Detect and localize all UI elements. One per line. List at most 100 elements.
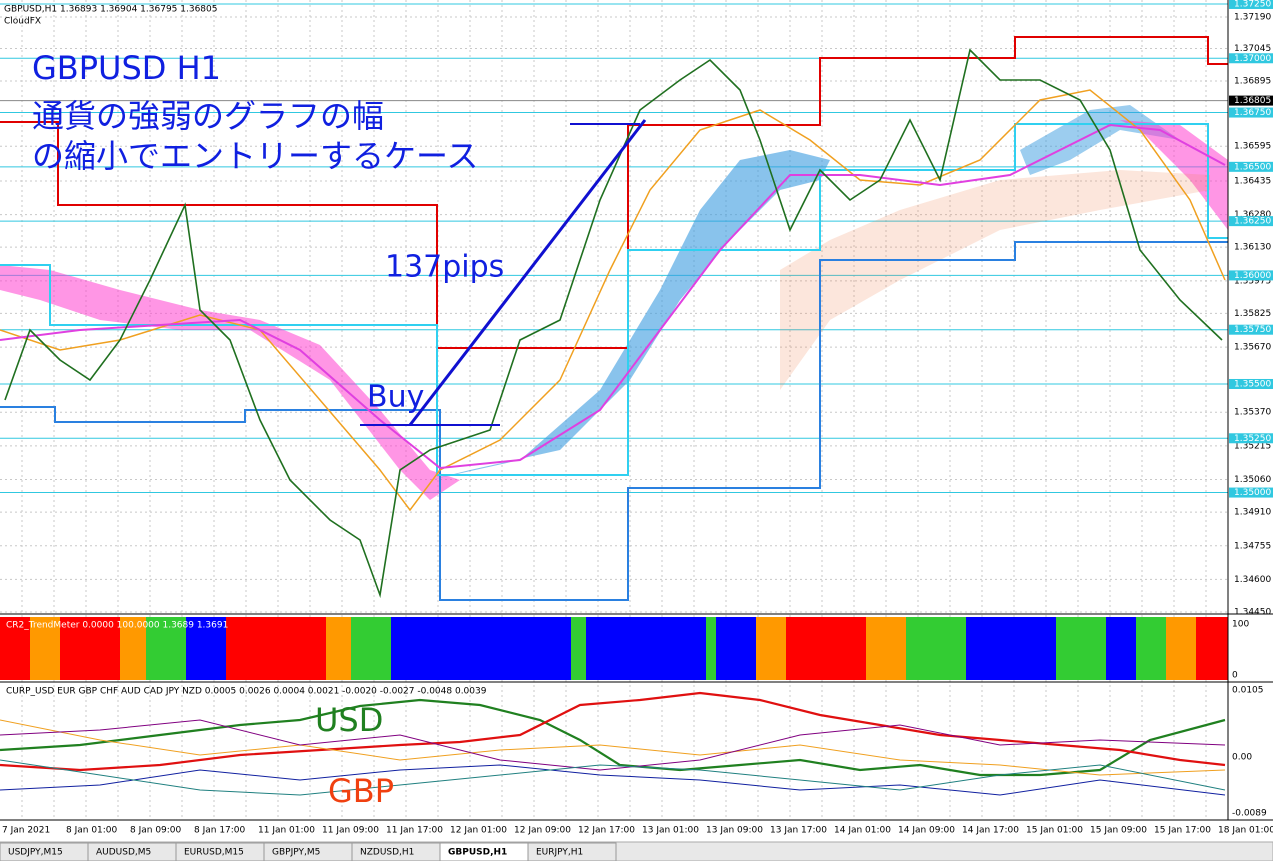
price-tag-label: 1.36500	[1234, 162, 1271, 172]
price-tag-label: 1.35000	[1234, 488, 1271, 498]
annotation-buy: Buy	[367, 380, 424, 415]
trend-segment	[1166, 617, 1196, 680]
trend-segment	[391, 617, 571, 680]
time-label: 14 Jan 17:00	[962, 826, 1019, 836]
trend-segment	[60, 617, 120, 680]
time-axis: 7 Jan 2021 8 Jan 01:00 8 Jan 09:00 8 Jan 17…	[2, 826, 1273, 836]
trend-segment	[351, 617, 391, 680]
price-label: 1.34600	[1234, 575, 1271, 585]
other-currency	[0, 759, 1226, 796]
time-label: 12 Jan 09:00	[514, 826, 571, 836]
trend-segment	[120, 617, 146, 680]
orange-ma	[0, 89, 1226, 512]
time-label: 8 Jan 01:00	[66, 826, 118, 836]
price-label: 1.35670	[1234, 343, 1271, 353]
price-tag-label: 1.35500	[1234, 379, 1271, 389]
trend-segment	[706, 617, 716, 680]
trend-segment	[866, 617, 906, 680]
price-tag	[1229, 107, 1273, 118]
price-label: 1.35215	[1234, 441, 1271, 451]
price-tag	[1229, 433, 1273, 444]
price-tag-label: 1.36750	[1234, 108, 1271, 118]
time-label: 13 Jan 01:00	[642, 826, 699, 836]
trend-meter	[0, 617, 1228, 680]
tab-label[interactable]: AUDUSD,M5	[96, 848, 151, 858]
trend-segment	[716, 617, 756, 680]
tab-label[interactable]: GBPJPY,M5	[272, 848, 320, 858]
trend-segment	[1106, 617, 1136, 680]
price-tag-label: 1.35250	[1234, 434, 1271, 444]
time-label: 7 Jan 2021	[2, 826, 50, 836]
cloud-magenta-right	[1120, 120, 1228, 230]
price-label: 1.37045	[1234, 44, 1271, 54]
symbol-info: GBPUSD,H1 1.36893 1.36904 1.36795 1.3680…	[4, 5, 217, 15]
price-label: 1.35370	[1234, 408, 1271, 418]
trend-segment	[571, 617, 586, 680]
blue-level	[0, 241, 1228, 601]
time-label: 15 Jan 09:00	[1090, 826, 1147, 836]
annotation-text: 通貨の強弱のグラフの幅	[32, 97, 384, 135]
trend-segment	[326, 617, 351, 680]
time-label: 14 Jan 09:00	[898, 826, 955, 836]
time-label: 13 Jan 17:00	[770, 826, 827, 836]
price-tag-label: 1.37000	[1234, 54, 1271, 64]
price-label: 1.36280	[1234, 210, 1271, 220]
strength-axis: 0.0105	[1232, 686, 1264, 696]
trend-segment	[906, 617, 966, 680]
tab-label[interactable]: USDJPY,M15	[8, 848, 63, 858]
strength-axis: -0.0089	[1232, 809, 1267, 819]
price-axis: 1.37190 1.37045 1.36895 1.36595 1.36435 1.362…	[1229, 0, 1273, 617]
trend-segment	[1136, 617, 1166, 680]
price-label: 1.34450	[1234, 607, 1271, 617]
price-label: 1.34755	[1234, 541, 1271, 551]
trend-segment	[1196, 617, 1228, 680]
price-tag	[1229, 161, 1273, 172]
tab-label[interactable]: EURUSD,M15	[184, 848, 244, 858]
price-line	[4, 48, 1223, 599]
tab-label[interactable]: EURJPY,H1	[536, 848, 583, 858]
annotation-pips: 137pips	[385, 250, 504, 285]
trend-segment	[1056, 617, 1106, 680]
cyan-level	[0, 123, 1228, 476]
time-label: 11 Jan 09:00	[322, 826, 379, 836]
indicator-name: CloudFX	[4, 17, 41, 27]
annotation-usd: USD	[315, 701, 383, 739]
tab[interactable]	[527, 842, 617, 861]
time-label: 8 Jan 09:00	[130, 826, 182, 836]
trend-segment	[0, 617, 30, 680]
trend-segment	[146, 617, 186, 680]
time-label: 11 Jan 01:00	[258, 826, 315, 836]
trend-segment	[30, 617, 60, 680]
magenta-line	[0, 123, 1226, 470]
trend-segment	[226, 617, 326, 680]
price-tag	[1229, 53, 1273, 64]
price-label: 1.35975	[1234, 276, 1271, 286]
price-label: 1.35060	[1234, 475, 1271, 485]
price-tag	[1229, 270, 1273, 281]
trend-segment	[186, 617, 226, 680]
time-label: 11 Jan 17:00	[386, 826, 443, 836]
trend-axis: 0	[1232, 671, 1238, 681]
trend-segment	[786, 617, 866, 680]
trend-label: CR2_TrendMeter 0.0000 100.0000 1.3689 1.…	[6, 621, 228, 631]
annotation-title: GBPUSD H1	[32, 49, 221, 87]
price-label: 1.35825	[1234, 309, 1271, 319]
price-tag-label: 1.37250	[1234, 0, 1271, 9]
tab-label[interactable]: GBPUSD,H1	[448, 848, 507, 858]
price-tag-label: 1.35750	[1234, 325, 1271, 335]
price-tag-label: 1.36000	[1234, 271, 1271, 281]
price-tag-label: 1.36805	[1234, 96, 1271, 106]
gbp-line	[0, 691, 1226, 772]
time-label: 18 Jan 01:00	[1218, 826, 1273, 836]
trend-line	[408, 119, 647, 426]
strength-label: CURP_USD EUR GBP CHF AUD CAD JPY NZD 0.0…	[6, 687, 487, 697]
price-label: 1.36595	[1234, 142, 1271, 152]
cloud-blue	[430, 150, 830, 480]
tab-label[interactable]: NZDUSD,H1	[360, 848, 414, 858]
price-label: 1.36895	[1234, 77, 1271, 87]
time-label: 8 Jan 17:00	[194, 826, 246, 836]
price-tag-label: 1.36250	[1234, 217, 1271, 227]
annotation-gbp: GBP	[328, 772, 394, 810]
